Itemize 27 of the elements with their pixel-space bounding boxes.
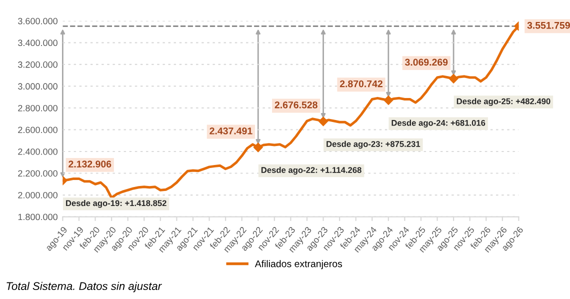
point — [254, 142, 263, 152]
y-tick-label: 2.200.000 — [18, 170, 58, 177]
data-label: 3.069.269 — [404, 58, 448, 66]
y-tick-label: 2.600.000 — [18, 126, 58, 134]
point — [448, 74, 458, 84]
data-label: 2.676.528 — [274, 101, 318, 108]
y-tick-label: 3.400.000 — [18, 40, 58, 46]
annotation: Desde ago-23: +875.231 — [326, 140, 420, 149]
data-label: 3.551.759 — [527, 22, 570, 29]
data-label: 2.870.742 — [340, 80, 382, 88]
y-tick-label: 3.000.000 — [18, 83, 58, 90]
data-label: 2.132.906 — [68, 160, 112, 168]
annotation: Desde ago-24: +681.016 — [392, 120, 486, 128]
text: Total Sistema. Datos sin ajustar — [6, 282, 162, 292]
annotation: Desde ago-22: +1.114.268 — [261, 166, 362, 175]
y-tick-label: 2.800.000 — [18, 104, 58, 112]
data-label: 2.437.491 — [210, 127, 252, 134]
y-tick-label: 3.200.000 — [18, 61, 58, 68]
y-tick-label: 3.600.000 — [18, 18, 58, 24]
y-tick-label: 2.400.000 — [18, 148, 58, 155]
point — [318, 116, 328, 126]
y-tick-label: 2.000.000 — [18, 192, 58, 198]
legend-label: Afiliados extranjeros — [254, 260, 342, 270]
point — [384, 96, 394, 105]
annotation: Desde ago-25: +482.490 — [456, 98, 550, 106]
y-tick-label: 1.800.000 — [18, 214, 58, 220]
annotation: Desde ago-19: +1.418.852 — [66, 200, 166, 208]
